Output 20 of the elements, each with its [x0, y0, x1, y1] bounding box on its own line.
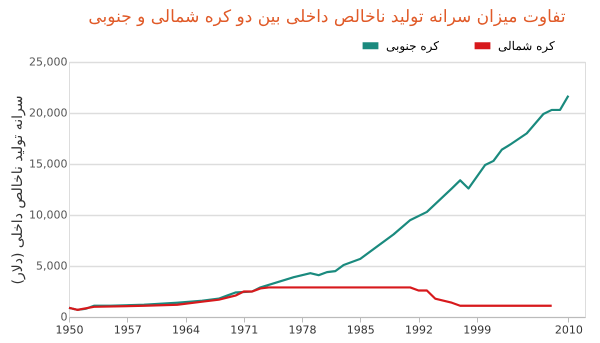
x-tick-label: 1957 — [114, 324, 142, 336]
line-series — [68, 286, 553, 311]
x-tick-label: 1978 — [288, 324, 317, 336]
legend-label: کره شمالی — [498, 38, 556, 53]
x-tick-label: 1992 — [405, 324, 434, 336]
x-tick-label: 1985 — [346, 324, 375, 336]
x-tick-label: 1999 — [463, 324, 492, 336]
x-tick-label: 2010 — [554, 324, 583, 336]
y-axis-title: سرانه تولید ناخالص داخلی (دلار) — [10, 96, 26, 284]
y-tick-label: 15,000 — [29, 158, 68, 170]
chart-title: تفاوت میزان سرانه تولید ناخالص داخلی بین دو کره شمالی و جنوبی — [88, 7, 566, 27]
y-tick-label: 10,000 — [29, 208, 68, 222]
y-tick-label: 0 — [60, 310, 68, 324]
y-tick-label: 5,000 — [36, 260, 68, 272]
y-tick-label: 25,000 — [29, 56, 68, 68]
x-tick-label: 1971 — [230, 324, 258, 336]
x-tick-label: 1950 — [56, 324, 84, 336]
x-tick-label: 1964 — [172, 324, 200, 336]
y-tick-label: 20,000 — [29, 106, 68, 120]
legend-label: کره جنوبی — [386, 38, 440, 53]
